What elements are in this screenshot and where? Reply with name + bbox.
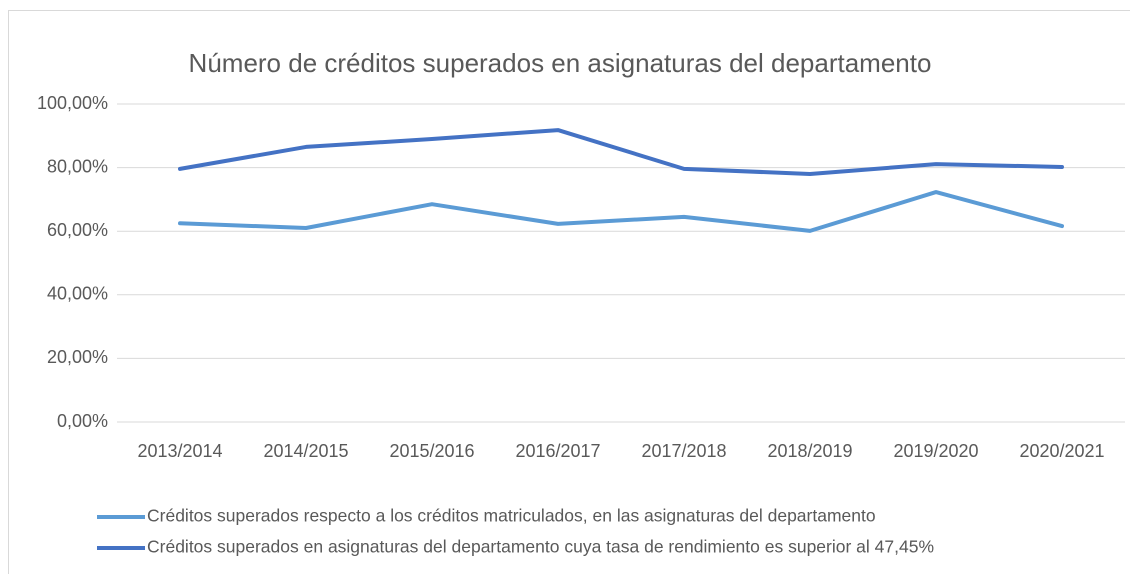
x-tick-label: 2014/2015	[263, 441, 348, 461]
chart-title: Número de créditos superados en asignatu…	[189, 48, 932, 78]
chart-border	[8, 10, 1130, 574]
x-tick-label: 2020/2021	[1019, 441, 1104, 461]
x-tick-label: 2017/2018	[641, 441, 726, 461]
x-tick-label: 2013/2014	[137, 441, 222, 461]
legend-label: Créditos superados en asignaturas del de…	[147, 537, 934, 557]
x-tick-label: 2019/2020	[893, 441, 978, 461]
y-tick-label: 60,00%	[47, 220, 108, 240]
y-tick-label: 40,00%	[47, 284, 108, 304]
y-tick-label: 100,00%	[37, 93, 108, 113]
y-tick-label: 80,00%	[47, 156, 108, 176]
legend-label: Créditos superados respecto a los crédit…	[147, 506, 876, 526]
y-tick-label: 0,00%	[57, 411, 108, 431]
x-tick-label: 2018/2019	[767, 441, 852, 461]
line-series	[178, 128, 1064, 176]
y-tick-label: 20,00%	[47, 347, 108, 367]
x-tick-label: 2016/2017	[515, 441, 600, 461]
line-series	[178, 190, 1064, 233]
x-tick-label: 2015/2016	[389, 441, 474, 461]
